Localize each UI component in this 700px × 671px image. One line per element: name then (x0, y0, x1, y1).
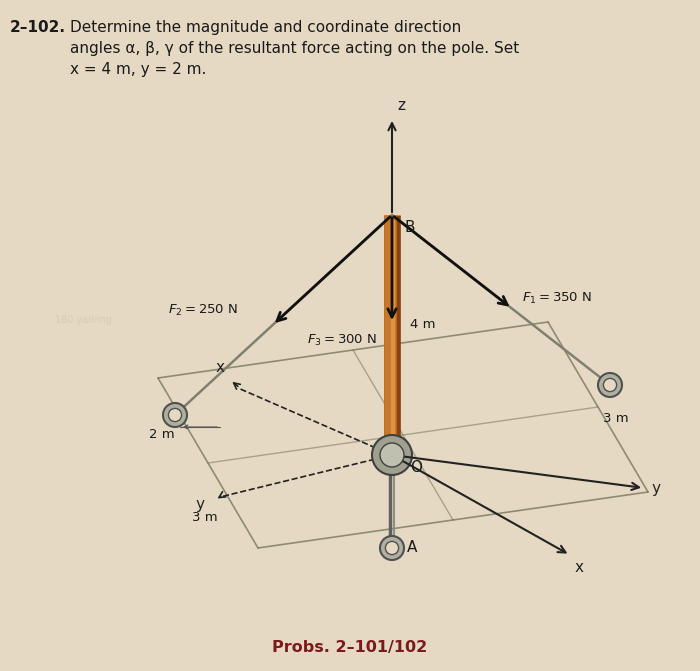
Circle shape (380, 536, 404, 560)
Text: 2–102.: 2–102. (10, 20, 66, 35)
Circle shape (169, 409, 181, 421)
Text: 3 m: 3 m (603, 411, 629, 425)
Text: 3 m: 3 m (193, 511, 218, 524)
Circle shape (372, 435, 412, 475)
Text: 2 m: 2 m (149, 429, 175, 442)
Circle shape (380, 443, 404, 467)
Text: 180 yaiking: 180 yaiking (55, 315, 112, 325)
Text: y: y (196, 497, 205, 513)
Text: x: x (575, 560, 584, 575)
Text: y: y (652, 480, 661, 495)
Text: B: B (404, 220, 414, 235)
Circle shape (386, 541, 398, 555)
Text: $F_3 = 300$ N: $F_3 = 300$ N (307, 333, 377, 348)
Text: 4 m: 4 m (410, 318, 435, 331)
Text: O: O (410, 460, 422, 475)
Text: Determine the magnitude and coordinate direction
angles α, β, γ of the resultant: Determine the magnitude and coordinate d… (70, 20, 519, 77)
Circle shape (163, 403, 187, 427)
Text: A: A (407, 541, 417, 556)
Text: z: z (397, 98, 405, 113)
Circle shape (603, 378, 617, 392)
Text: Probs. 2–101/102: Probs. 2–101/102 (272, 640, 428, 655)
Circle shape (598, 373, 622, 397)
Text: x: x (216, 360, 225, 375)
Text: $F_2 = 250$ N: $F_2 = 250$ N (167, 303, 237, 317)
Text: $F_1 = 350$ N: $F_1 = 350$ N (522, 291, 592, 306)
